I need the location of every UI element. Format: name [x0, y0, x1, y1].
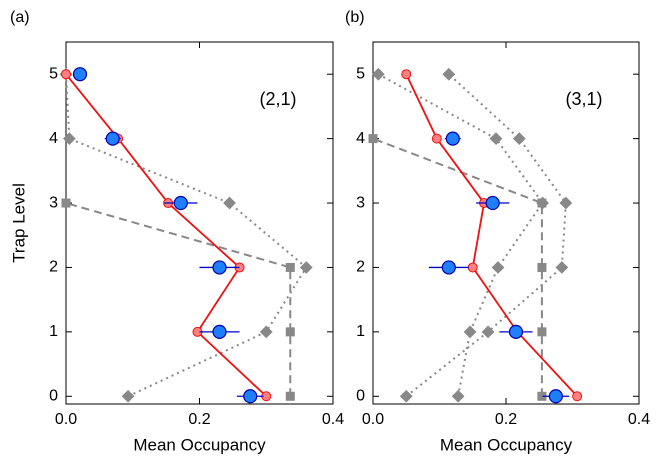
- series-line: [65, 74, 308, 398]
- panel-label: (a): [10, 9, 30, 26]
- diamond-marker: [559, 196, 573, 210]
- y-tick-label: 4: [356, 130, 365, 147]
- square-marker: [537, 391, 547, 401]
- annotation: (2,1): [259, 89, 296, 109]
- square-marker: [537, 262, 547, 272]
- diamond-marker: [259, 325, 273, 339]
- occupancy-marker: [548, 389, 563, 404]
- circle-marker: [467, 262, 478, 273]
- square-marker: [61, 198, 71, 208]
- occupancy-marker: [243, 389, 258, 404]
- occupancy-marker: [212, 324, 227, 339]
- diamond-marker: [489, 132, 503, 145]
- diamond-marker: [299, 261, 313, 274]
- square-marker: [537, 198, 547, 208]
- y-tick-label: 3: [49, 194, 58, 211]
- diamond-marker: [491, 261, 505, 274]
- circle-marker: [61, 69, 71, 80]
- occupancy-marker: [212, 260, 227, 275]
- series-line: [405, 73, 567, 398]
- x-tick-label: 0.2: [495, 411, 517, 428]
- diamond-marker: [555, 261, 569, 274]
- y-axis-label: Trap Level: [9, 183, 28, 263]
- square-marker: [285, 262, 295, 272]
- diamond-marker: [463, 325, 477, 339]
- series-line: [65, 202, 292, 397]
- occupancy-marker: [508, 324, 524, 339]
- y-tick-label: 5: [356, 65, 365, 82]
- series-line: [65, 73, 267, 397]
- x-tick-label: 0.2: [188, 411, 210, 428]
- x-tick-label: 0.0: [55, 411, 77, 428]
- square-marker: [285, 391, 295, 401]
- diamond-marker: [512, 132, 526, 145]
- square-marker: [368, 134, 378, 144]
- diamond-marker: [223, 196, 236, 210]
- diamond-marker: [399, 389, 413, 403]
- x-tick-label: 0.4: [628, 411, 650, 428]
- square-marker: [537, 327, 547, 337]
- series-line: [405, 73, 578, 397]
- occupancy-marker: [173, 195, 188, 211]
- series-line: [372, 137, 543, 397]
- panel-label: (b): [345, 9, 365, 26]
- x-tick-label: 0.4: [322, 411, 344, 428]
- diamond-marker: [62, 132, 76, 145]
- x-axis-label: Mean Occupancy: [133, 435, 266, 454]
- square-marker: [285, 327, 295, 337]
- y-tick-label: 1: [356, 323, 365, 340]
- occupancy-marker: [441, 260, 456, 275]
- circle-marker: [431, 133, 442, 144]
- x-axis-label: Mean Occupancy: [440, 435, 573, 454]
- y-tick-label: 5: [49, 65, 58, 82]
- diamond-marker: [121, 389, 135, 403]
- diamond-marker: [481, 325, 495, 339]
- y-tick-label: 3: [356, 194, 365, 211]
- y-tick-label: 4: [49, 130, 58, 147]
- diamond-marker: [442, 67, 456, 81]
- circle-marker: [572, 391, 583, 402]
- diamond-marker: [371, 67, 385, 81]
- circle-marker: [401, 69, 412, 80]
- occupancy-marker: [445, 131, 460, 146]
- y-tick-label: 2: [356, 259, 365, 276]
- series-line: [377, 73, 544, 397]
- occupancy-marker: [72, 67, 88, 82]
- y-tick-label: 0: [49, 387, 58, 404]
- diamond-marker: [451, 389, 465, 403]
- y-tick-label: 0: [356, 387, 365, 404]
- x-tick-label: 0.0: [362, 411, 384, 428]
- y-tick-label: 1: [49, 323, 58, 340]
- occupancy-marker: [105, 131, 120, 146]
- occupancy-marker: [485, 195, 500, 211]
- annotation: (3,1): [565, 89, 602, 109]
- y-tick-label: 2: [49, 259, 58, 276]
